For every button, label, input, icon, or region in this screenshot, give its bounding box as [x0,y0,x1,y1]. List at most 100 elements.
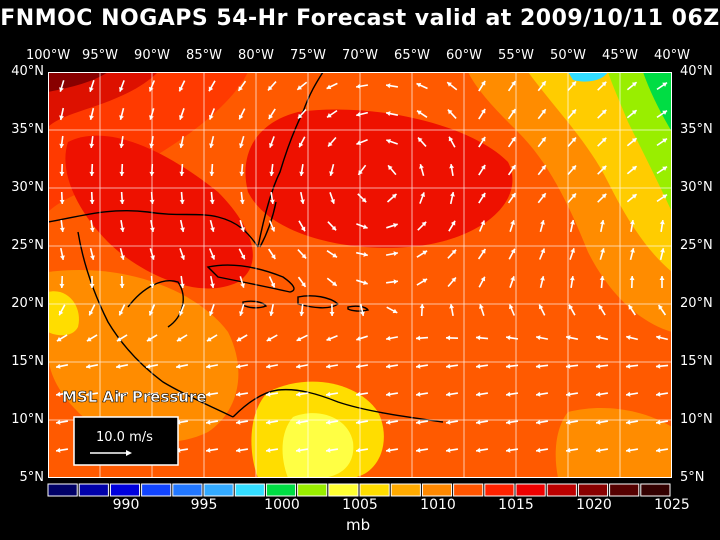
wind-arrow [149,275,155,289]
longitude-label: 60°W [446,48,482,63]
wind-arrow [419,163,425,177]
wind-arrow [209,136,215,148]
wind-arrow [657,304,667,316]
wind-arrow [659,219,665,233]
wind-arrow [475,335,489,341]
wind-arrow [89,219,95,233]
wind-arrow [386,193,398,203]
wind-arrow [329,192,335,204]
colorbar-cell [203,483,234,497]
wind-arrow [299,303,305,317]
wind-arrow [179,191,185,205]
wind-arrow [146,334,158,342]
wind-arrow [655,363,669,369]
wind-arrow [327,136,337,148]
wind-arrow [205,419,219,425]
wind-arrow [115,363,129,369]
wind-arrow [359,303,365,317]
wind-arrow [507,80,517,92]
wind-arrow [55,419,69,425]
wind-arrow [565,363,579,369]
wind-scale-legend: 10.0 m/s [73,416,179,466]
colorbar-tick-label: 1000 [264,497,300,513]
colorbar-cell [47,483,78,497]
wind-arrow [385,111,399,116]
wind-arrow [387,164,397,176]
wind-arrow [269,136,275,148]
wind-arrow [206,334,218,342]
wind-arrow [58,304,66,316]
wind-arrow [357,164,367,176]
wind-arrow [235,447,249,453]
wind-arrow [386,139,398,145]
wind-arrow [297,276,307,288]
wind-arrow [478,220,486,232]
latitude-label-right: 40°N [680,64,713,79]
wind-arrow [539,276,545,288]
wind-arrow [356,335,368,341]
pressure-zone-1000 [568,72,608,82]
wind-arrow [205,447,219,453]
wind-arrow [419,303,425,317]
wind-arrow [175,363,189,369]
wind-arrow [565,419,579,425]
wind-arrow [626,109,638,119]
wind-arrow [239,135,245,149]
colorbar-cell [234,483,265,497]
wind-arrow [59,135,65,149]
colorbar-cell [421,483,453,497]
wind-arrow [415,363,429,369]
latitude-label-right: 25°N [680,238,713,253]
wind-arrow [149,219,155,233]
colorbar-cell [484,483,515,497]
wind-arrow [238,108,246,120]
wind-arrow [537,164,547,176]
colorbar-tick-label: 1015 [498,497,534,513]
wind-arrow [268,220,276,232]
latitude-label-left: 20°N [11,296,44,311]
wind-arrow [508,304,516,316]
colorbar-cell [359,483,390,497]
wind-arrow [325,447,339,453]
wind-arrow [475,419,489,425]
wind-arrow [416,250,428,258]
wind-arrow [626,335,638,341]
wind-arrow [208,80,216,92]
map-title: FNMOC NOGAPS 54-Hr Forecast valid at 200… [0,6,720,31]
wind-arrow [535,363,549,369]
wind-arrow [119,107,125,121]
wind-arrow [597,109,607,119]
wind-arrow [599,248,605,260]
wind-arrow [239,303,245,317]
wind-arrow [415,335,429,341]
wind-arrow [149,135,155,149]
mexico-coast [77,231,234,418]
wind-arrow [415,447,429,453]
latitude-label-left: 25°N [11,238,44,253]
wind-arrow [567,136,577,148]
wind-arrow [535,419,549,425]
wind-arrow [59,275,65,289]
wind-arrow [149,248,155,260]
latitude-label-right: 10°N [680,412,713,427]
wind-arrow [445,335,459,341]
south-america-low-core [282,413,354,478]
wind-arrow [329,303,335,317]
wind-arrow [327,221,337,231]
wind-arrow [655,391,669,397]
wind-arrow [356,111,368,117]
wind-arrow [235,363,249,369]
wind-arrow [537,108,547,120]
wind-arrow [538,248,546,260]
wind-arrow [269,163,275,177]
wind-arrow [445,419,459,425]
atlantic-coast [257,72,324,248]
wind-arrow [55,447,69,453]
wind-arrow [475,391,489,397]
wind-arrow [565,447,579,453]
south-america-coast [232,388,444,423]
longitude-label: 40°W [654,48,690,63]
wind-arrow [208,248,216,260]
wind-arrow [145,391,159,397]
wind-arrow [89,276,95,288]
